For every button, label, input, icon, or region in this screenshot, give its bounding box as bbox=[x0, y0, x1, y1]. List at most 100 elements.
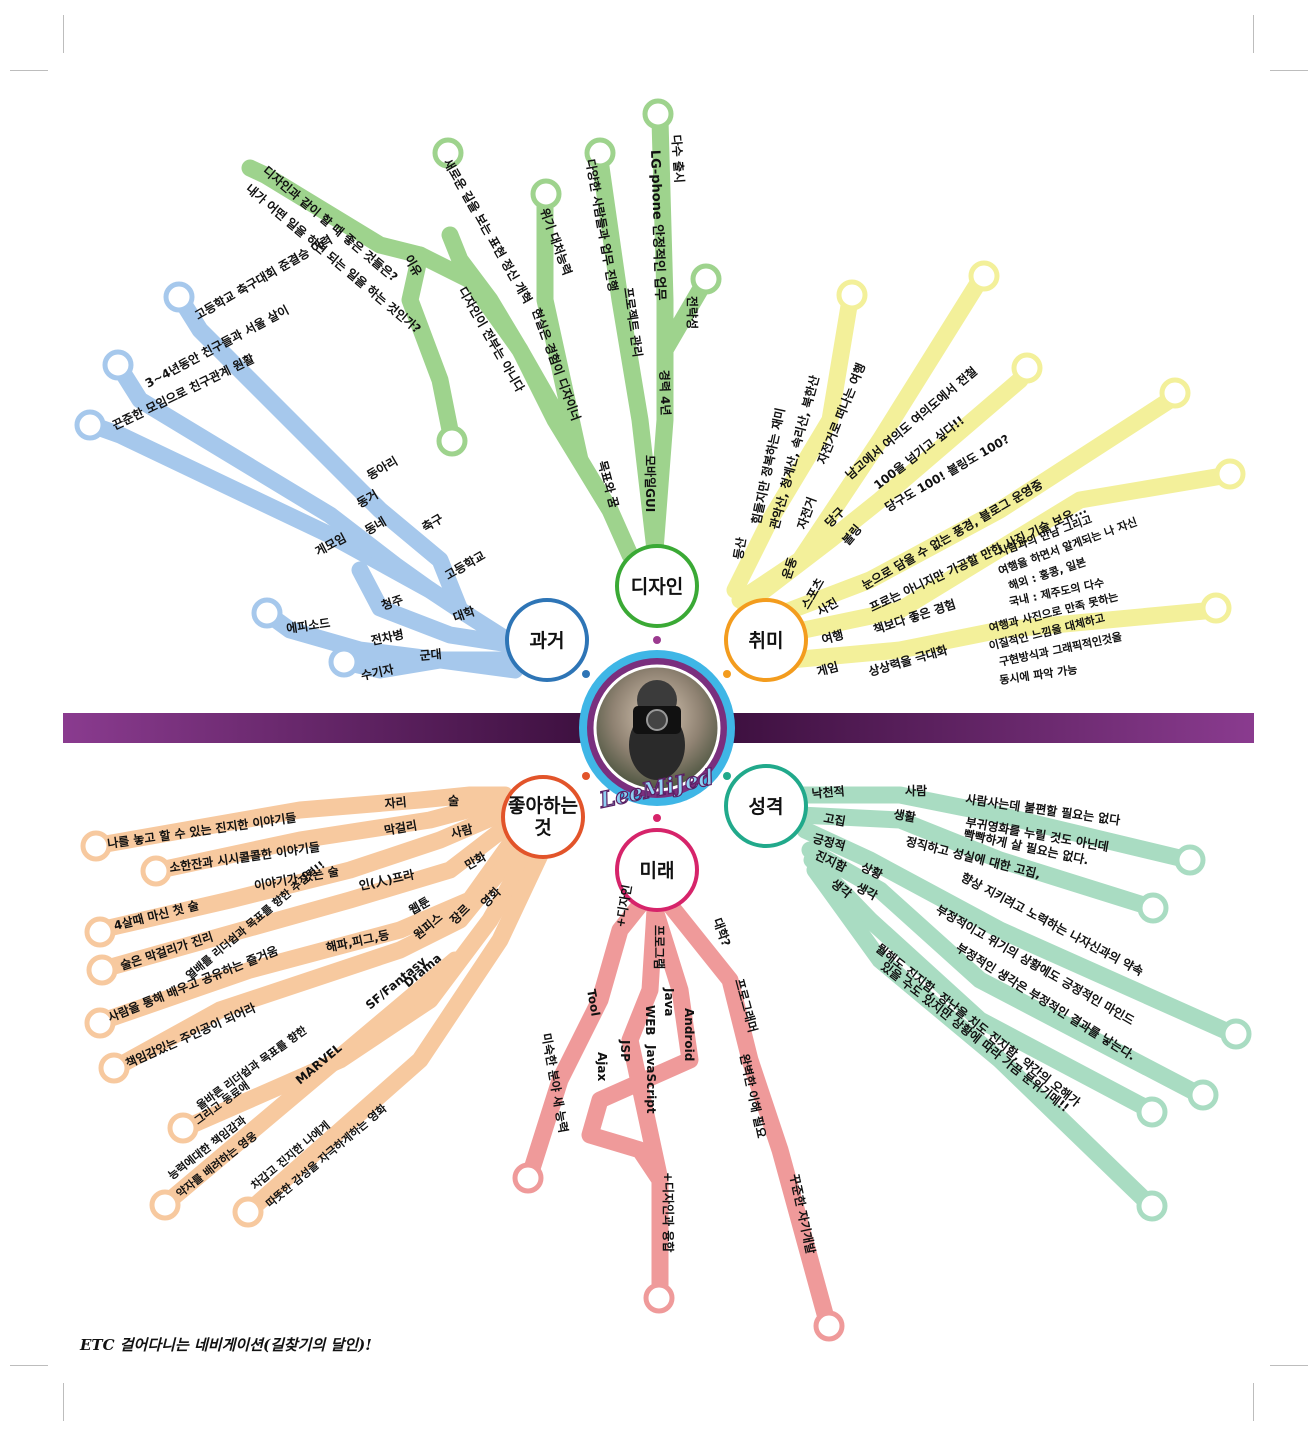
future-label: Ajax bbox=[595, 1052, 609, 1081]
future-label: Tool bbox=[584, 988, 603, 1017]
future-branches bbox=[521, 896, 837, 1334]
future-node-3 bbox=[813, 1310, 845, 1342]
hobby-node-6 bbox=[1200, 592, 1232, 624]
past-label: 축구 bbox=[419, 511, 446, 535]
design-node-6 bbox=[436, 425, 468, 457]
hub-personality[interactable]: 성격 bbox=[724, 764, 808, 848]
personality-label: 고집 bbox=[822, 810, 846, 829]
hobby-node-2 bbox=[968, 260, 1000, 292]
personality-node-4 bbox=[1187, 1079, 1219, 1111]
past-label: 대학 bbox=[451, 603, 477, 625]
past-node-2 bbox=[102, 349, 134, 381]
future-node-2 bbox=[643, 1282, 675, 1314]
past-branches bbox=[83, 289, 524, 679]
hobby-label: 등산 bbox=[730, 536, 749, 560]
past-label: 청주 bbox=[379, 592, 405, 613]
personality-branches bbox=[781, 786, 1244, 1214]
hobby-node-5 bbox=[1214, 458, 1246, 490]
past-label: 동아리 bbox=[364, 453, 400, 483]
past-label: 에피소드 bbox=[285, 615, 331, 636]
like-node-5 bbox=[84, 1007, 116, 1039]
design-node-1 bbox=[432, 137, 464, 169]
hub-past[interactable]: 과거 bbox=[505, 598, 589, 682]
future-node-1 bbox=[512, 1162, 544, 1194]
hub-design[interactable]: 디자인 bbox=[615, 544, 699, 628]
dot-personality bbox=[723, 772, 731, 780]
future-label: JSP bbox=[618, 1039, 632, 1062]
like-node-3 bbox=[84, 916, 116, 948]
like-label: 4살때 마신 첫 술 bbox=[112, 897, 200, 933]
like-node-1 bbox=[80, 830, 112, 862]
design-node-5 bbox=[690, 263, 722, 295]
hub-future-label: 미래 bbox=[640, 860, 675, 882]
personality-node-6 bbox=[1136, 1190, 1168, 1222]
personality-node-3 bbox=[1220, 1018, 1252, 1050]
future-label: 프로그램 bbox=[652, 925, 667, 969]
like-node-4 bbox=[86, 954, 118, 986]
hub-like[interactable]: 좋아하는 것 bbox=[501, 775, 585, 859]
past-node-1 bbox=[74, 409, 106, 441]
hobby-node-3 bbox=[1011, 352, 1043, 384]
future-label: Java bbox=[662, 987, 676, 1016]
design-label: 다수 출시 bbox=[669, 134, 687, 183]
past-label: 전차병 bbox=[370, 626, 406, 648]
past-node-4 bbox=[251, 597, 283, 629]
crop-mark bbox=[63, 15, 64, 53]
design-node-3 bbox=[584, 137, 616, 169]
crop-mark bbox=[63, 1383, 64, 1421]
future-label: JavaScript bbox=[644, 1044, 658, 1114]
like-label: 자리 bbox=[384, 794, 407, 811]
dot-hobby bbox=[723, 670, 731, 678]
dot-like bbox=[582, 772, 590, 780]
dot-past bbox=[582, 670, 590, 678]
personality-label: 생활 bbox=[892, 806, 916, 825]
like-branches bbox=[91, 786, 549, 1219]
like-node-6 bbox=[98, 1052, 130, 1084]
future-label: 대학? bbox=[710, 916, 734, 948]
like-label: 사람 bbox=[449, 821, 474, 841]
personality-label: 낙천적 bbox=[811, 783, 845, 801]
hobby-label: 게임 bbox=[815, 660, 840, 679]
hub-like-label: 좋아하는 것 bbox=[508, 795, 578, 839]
crop-mark bbox=[1253, 1383, 1254, 1421]
future-label: Android bbox=[682, 1008, 696, 1061]
design-label: 경력 4년 bbox=[657, 370, 673, 416]
like-node-2 bbox=[140, 855, 172, 887]
hub-hobby[interactable]: 취미 bbox=[724, 598, 808, 682]
center-avatar: LeeMiJed bbox=[579, 650, 735, 815]
dot-future bbox=[653, 814, 661, 822]
crop-mark bbox=[1270, 70, 1308, 71]
hobby-label: 운동 bbox=[779, 555, 800, 581]
future-label: +디자인 bbox=[612, 883, 634, 928]
crop-mark bbox=[1253, 15, 1254, 53]
future-label: +디자인과 융합 bbox=[661, 1172, 676, 1252]
design-node-4 bbox=[642, 98, 674, 130]
hub-hobby-label: 취미 bbox=[749, 630, 784, 652]
crop-mark bbox=[1270, 1365, 1308, 1366]
personality-node-2 bbox=[1137, 892, 1169, 924]
footer-note: ETC 걸어다니는 네비게이션(길찾기의 달인)! bbox=[80, 1336, 372, 1354]
design-label: 모바일GUI bbox=[643, 455, 658, 512]
personality-label: 사람 bbox=[905, 783, 927, 798]
like-label: 술 bbox=[448, 794, 459, 808]
hub-future[interactable]: 미래 bbox=[615, 828, 699, 912]
like-label: 막걸리 bbox=[383, 817, 418, 838]
hub-past-label: 과거 bbox=[530, 630, 565, 652]
hub-personality-label: 성격 bbox=[749, 796, 784, 818]
design-label: 전략성 bbox=[685, 296, 700, 329]
design-label: LG-phone 안정적인 업무 bbox=[647, 150, 668, 301]
personality-node-1 bbox=[1174, 844, 1206, 876]
like-node-7 bbox=[167, 1112, 199, 1144]
like-node-9 bbox=[232, 1196, 264, 1228]
hub-design-label: 디자인 bbox=[631, 576, 683, 598]
past-label: 군대 bbox=[419, 647, 442, 663]
hobby-label: 여행 bbox=[820, 627, 845, 647]
past-label: 수기자 bbox=[360, 661, 396, 683]
crop-mark bbox=[10, 70, 48, 71]
hobby-node-4 bbox=[1159, 377, 1191, 409]
past-node-5 bbox=[328, 646, 360, 678]
design-node-2 bbox=[530, 178, 562, 210]
future-label: WEB bbox=[643, 1005, 657, 1036]
personality-node-5 bbox=[1136, 1096, 1168, 1128]
